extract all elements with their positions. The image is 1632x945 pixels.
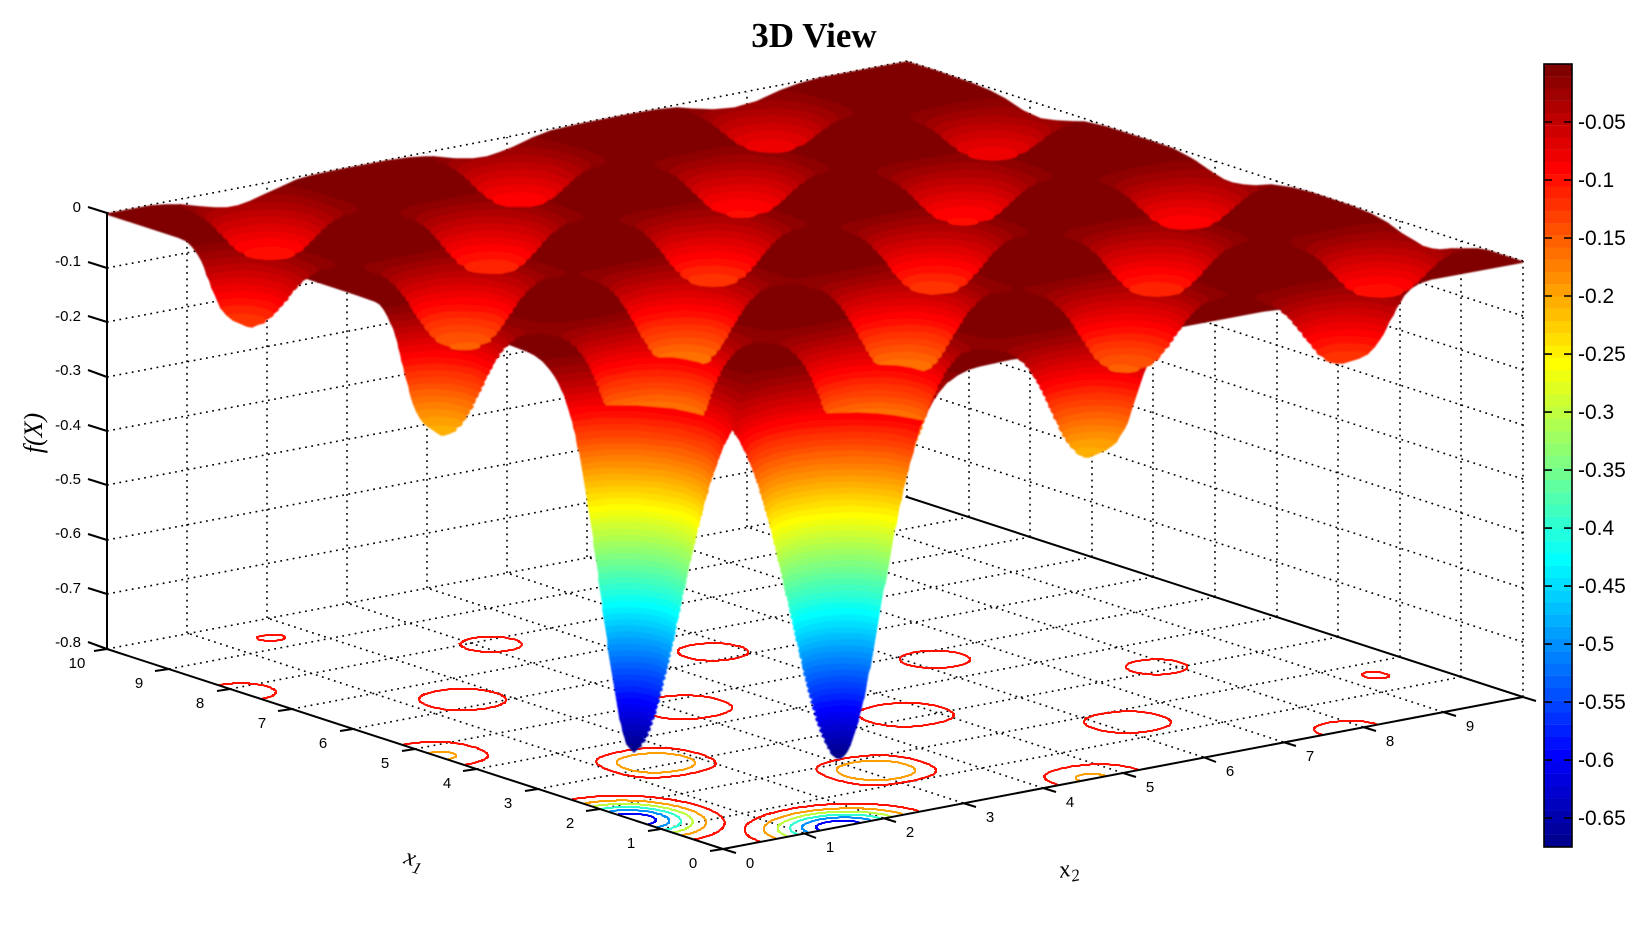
svg-text:-0.5: -0.5 xyxy=(55,471,81,488)
svg-text:-0.65: -0.65 xyxy=(1578,807,1626,830)
svg-text:-0.3: -0.3 xyxy=(1578,401,1614,424)
svg-text:-0.8: -0.8 xyxy=(55,634,81,651)
svg-text:-0.5: -0.5 xyxy=(1578,633,1614,656)
svg-text:f(X): f(X) xyxy=(19,413,48,453)
svg-text:0: 0 xyxy=(746,855,754,872)
svg-text:0: 0 xyxy=(689,855,697,872)
svg-text:8: 8 xyxy=(1386,733,1394,750)
svg-text:4: 4 xyxy=(443,775,451,792)
svg-text:2: 2 xyxy=(906,824,914,841)
svg-text:-0.4: -0.4 xyxy=(55,417,81,434)
svg-text:3: 3 xyxy=(504,795,512,812)
svg-text:4: 4 xyxy=(1066,794,1074,811)
svg-text:-0.25: -0.25 xyxy=(1578,343,1626,366)
svg-text:3: 3 xyxy=(986,809,994,826)
svg-text:3D View: 3D View xyxy=(751,16,877,55)
svg-text:2: 2 xyxy=(566,815,574,832)
svg-text:7: 7 xyxy=(1306,748,1314,765)
svg-text:6: 6 xyxy=(319,735,327,752)
svg-text:6: 6 xyxy=(1226,763,1234,780)
svg-text:-0.3: -0.3 xyxy=(55,362,81,379)
svg-text:5: 5 xyxy=(1146,779,1154,796)
svg-text:1: 1 xyxy=(627,835,635,852)
svg-text:7: 7 xyxy=(258,715,266,732)
svg-text:-0.45: -0.45 xyxy=(1578,575,1626,598)
svg-text:-0.4: -0.4 xyxy=(1578,517,1615,540)
svg-text:-0.35: -0.35 xyxy=(1578,459,1626,482)
svg-text:-0.6: -0.6 xyxy=(1578,749,1614,772)
svg-text:0: 0 xyxy=(73,199,81,216)
svg-text:10: 10 xyxy=(69,655,86,672)
svg-text:-0.2: -0.2 xyxy=(55,308,81,325)
svg-text:-0.2: -0.2 xyxy=(1578,285,1614,308)
svg-text:8: 8 xyxy=(196,695,204,712)
svg-text:9: 9 xyxy=(1466,718,1474,735)
svg-text:9: 9 xyxy=(135,675,143,692)
svg-text:-0.05: -0.05 xyxy=(1578,111,1626,134)
svg-text:-0.15: -0.15 xyxy=(1578,227,1626,250)
svg-text:-0.6: -0.6 xyxy=(55,525,81,542)
svg-text:-0.7: -0.7 xyxy=(55,580,81,597)
svg-text:-0.55: -0.55 xyxy=(1578,691,1626,714)
svg-text:-0.1: -0.1 xyxy=(1578,169,1614,192)
svg-text:1: 1 xyxy=(826,839,834,856)
svg-text:-0.1: -0.1 xyxy=(55,253,81,270)
svg-text:5: 5 xyxy=(381,755,389,772)
